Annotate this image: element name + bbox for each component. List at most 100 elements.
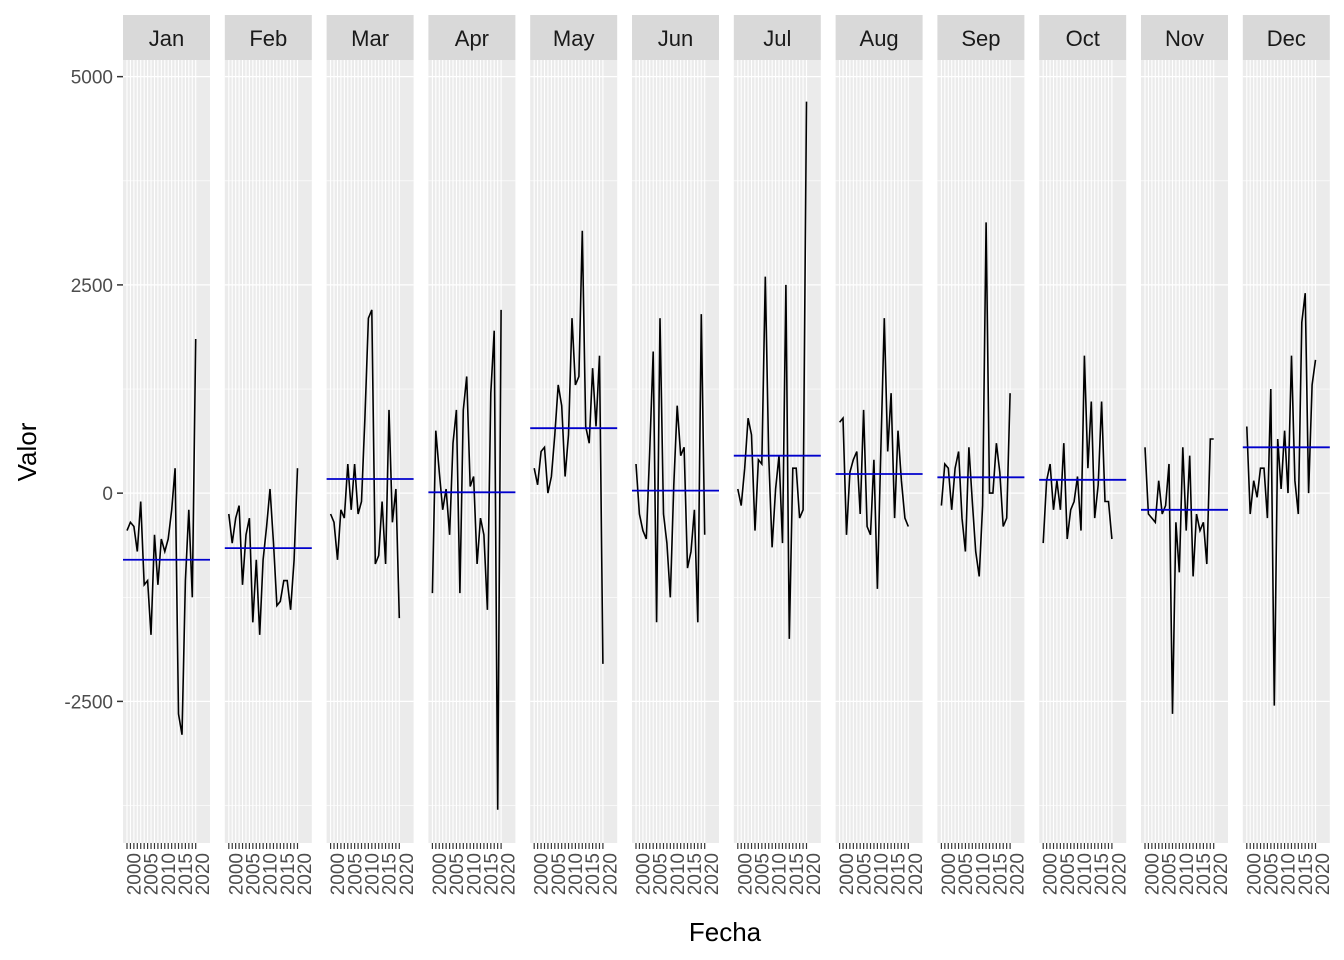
x-tick-label: 2000 xyxy=(735,853,756,895)
x-tick-label: 2010 xyxy=(1075,853,1096,895)
panel-background xyxy=(224,60,312,843)
facet-strip xyxy=(326,15,414,60)
x-tick-label: 2015 xyxy=(1296,853,1317,895)
panel-background xyxy=(530,60,618,843)
x-tick-label: 2005 xyxy=(142,853,163,895)
facet-strip-label: Jul xyxy=(763,26,791,51)
x-tick-label: 2020 xyxy=(295,853,316,895)
x-tick-label: 2020 xyxy=(906,853,927,895)
panel-background xyxy=(428,60,516,843)
facet-panels: Jan20002005201020152020Feb20002005201020… xyxy=(123,15,1334,895)
series-line-feb xyxy=(228,468,299,635)
x-axis-title: Fecha xyxy=(689,917,762,947)
x-tick-label: 2015 xyxy=(278,853,299,895)
series-line-mar xyxy=(329,309,401,619)
x-tick-label: 2000 xyxy=(634,853,655,895)
facet-strip xyxy=(632,15,719,60)
series-line-jan xyxy=(126,338,197,735)
panel-background xyxy=(835,60,923,843)
x-tick-label: 2020 xyxy=(397,853,418,895)
panel-background xyxy=(326,60,414,843)
series-line-apr xyxy=(431,309,502,810)
x-tick-label: 2010 xyxy=(566,853,587,895)
y-axis-title: Valor xyxy=(12,422,42,481)
facet-strip-label: Jun xyxy=(658,26,693,51)
x-tick-label: 2010 xyxy=(464,853,485,895)
series-line-jul xyxy=(737,101,808,639)
x-tick-label: 2015 xyxy=(1092,853,1113,895)
series-line-nov xyxy=(1144,438,1214,714)
x-tick-label: 2020 xyxy=(804,853,825,895)
x-tick-label: 2015 xyxy=(990,853,1011,895)
panel-background xyxy=(1141,60,1228,843)
facet-strip-label: Jan xyxy=(149,26,184,51)
panel-background xyxy=(937,60,1025,843)
facet-strip xyxy=(428,15,516,60)
x-tick-label: 2005 xyxy=(243,853,264,895)
series-line-may xyxy=(533,230,604,664)
x-tick-label: 2005 xyxy=(345,853,366,895)
x-tick-label: 2010 xyxy=(668,853,689,895)
facet-strip xyxy=(733,15,821,60)
facet-strip xyxy=(123,15,210,60)
x-tick-label: 2000 xyxy=(939,853,960,895)
x-tick-label: 2020 xyxy=(1211,853,1232,895)
facet-strip-label: Sep xyxy=(961,26,1000,51)
x-tick-label: 2000 xyxy=(1143,853,1164,895)
facet-strip xyxy=(1242,15,1330,60)
x-tick-label: 2005 xyxy=(651,853,672,895)
facet-strip-label: Oct xyxy=(1066,26,1100,51)
x-tick-label: 2005 xyxy=(447,853,468,895)
x-tick-label: 2015 xyxy=(787,853,808,895)
y-tick-label: -2500 xyxy=(64,692,113,713)
x-tick-label: 2000 xyxy=(837,853,858,895)
panel-background xyxy=(123,60,210,843)
x-tick-label: 2015 xyxy=(889,853,910,895)
x-tick-label: 2020 xyxy=(193,853,214,895)
facet-strip-label: Mar xyxy=(351,26,389,51)
x-tick-label: 2015 xyxy=(1194,853,1215,895)
x-tick-label: 2005 xyxy=(549,853,570,895)
facet-strip xyxy=(835,15,923,60)
x-tick-label: 2020 xyxy=(702,853,723,895)
x-tick-label: 2010 xyxy=(770,853,791,895)
series-line-oct xyxy=(1042,355,1113,544)
x-tick-label: 2000 xyxy=(1041,853,1062,895)
x-tick-label: 2000 xyxy=(125,853,146,895)
facet-strip xyxy=(937,15,1025,60)
series-line-dec xyxy=(1246,293,1317,706)
facet-strip xyxy=(224,15,312,60)
x-tick-label: 2000 xyxy=(226,853,247,895)
facet-strip-label: Aug xyxy=(860,26,899,51)
x-tick-label: 2010 xyxy=(973,853,994,895)
x-tick-label: 2010 xyxy=(261,853,282,895)
x-tick-label: 2020 xyxy=(1109,853,1130,895)
x-tick-label: 2020 xyxy=(499,853,520,895)
x-tick-label: 2020 xyxy=(600,853,621,895)
facet-strip xyxy=(530,15,618,60)
y-tick-label: 5000 xyxy=(71,68,113,89)
series-line-sep xyxy=(940,222,1011,577)
x-tick-label: 2010 xyxy=(871,853,892,895)
x-tick-label: 2000 xyxy=(430,853,451,895)
x-tick-label: 2005 xyxy=(1261,853,1282,895)
x-tick-label: 2005 xyxy=(1160,853,1181,895)
facet-strip-label: May xyxy=(553,26,595,51)
x-tick-label: 2015 xyxy=(481,853,502,895)
x-tick-label: 2020 xyxy=(1313,853,1334,895)
x-tick-label: 2005 xyxy=(752,853,773,895)
series-line-jun xyxy=(635,314,706,623)
facet-strip xyxy=(1039,15,1127,60)
y-tick-label: 0 xyxy=(102,484,113,505)
panel-background xyxy=(733,60,821,843)
